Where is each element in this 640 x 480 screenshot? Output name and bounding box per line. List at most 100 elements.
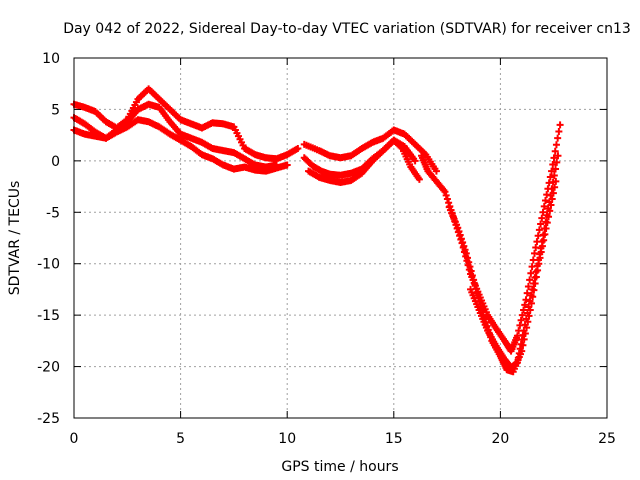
- chart-title: Day 042 of 2022, Sidereal Day-to-day VTE…: [63, 21, 631, 37]
- series-track-d: [300, 126, 440, 175]
- axis-ticks: [73, 57, 608, 419]
- x-tick-label: 10: [278, 431, 296, 447]
- data-point-sample: [540, 202, 548, 210]
- data-point: [283, 161, 291, 169]
- data-point-sample: [518, 311, 526, 319]
- data-point-sample: [517, 316, 525, 324]
- data-point-sample: [549, 178, 557, 186]
- y-tick-label: -10: [37, 257, 60, 273]
- data-point-sample: [522, 315, 530, 323]
- x-tick-label: 15: [385, 431, 403, 447]
- y-tick-label: 10: [42, 51, 60, 67]
- data-point-sample: [538, 214, 546, 222]
- data-point-sample: [457, 235, 465, 243]
- data-point: [548, 167, 556, 175]
- y-tick-label: -20: [37, 360, 60, 376]
- data-point-sample: [537, 220, 545, 228]
- data-point-sample: [536, 250, 544, 258]
- data-point: [537, 244, 545, 252]
- data-point-sample: [456, 231, 464, 239]
- data-point: [471, 280, 479, 288]
- data-point-sample: [468, 271, 476, 279]
- data-point-sample: [555, 127, 563, 135]
- data-point: [294, 145, 302, 153]
- y-axis-label: SDTVAR / TECUs: [7, 181, 23, 296]
- series-track-i: [467, 152, 562, 372]
- data-point-sample: [552, 141, 560, 149]
- x-tick-label: 20: [491, 431, 509, 447]
- data-point: [522, 296, 530, 304]
- x-axis-label: GPS time / hours: [281, 459, 398, 475]
- data-point-sample: [544, 205, 552, 213]
- data-point-sample: [547, 191, 555, 199]
- data-point-sample: [549, 161, 557, 169]
- data-points: [70, 85, 564, 376]
- data-point: [411, 157, 419, 165]
- data-point-sample: [459, 238, 467, 246]
- data-point-sample: [535, 226, 543, 234]
- data-point-sample: [470, 276, 478, 284]
- data-point: [432, 167, 440, 175]
- data-point-sample: [443, 195, 451, 203]
- data-point-sample: [533, 262, 541, 270]
- data-point-sample: [465, 258, 473, 266]
- x-tick-label: 25: [598, 431, 616, 447]
- data-point-sample: [552, 165, 560, 173]
- series-track-a: [70, 85, 302, 163]
- data-point-sample: [538, 238, 546, 246]
- data-point-sample: [525, 303, 533, 311]
- data-point-sample: [532, 268, 540, 276]
- data-point-sample: [455, 227, 463, 235]
- data-point-sample: [531, 274, 539, 282]
- data-point-sample: [524, 309, 532, 317]
- data-point: [462, 249, 470, 257]
- data-point-sample: [523, 289, 531, 297]
- data-point: [415, 175, 423, 183]
- data-point-sample: [551, 147, 559, 155]
- y-tick-label: -15: [37, 308, 60, 324]
- series-track-f: [305, 136, 419, 186]
- data-point-sample: [460, 242, 468, 250]
- data-point: [441, 188, 449, 196]
- data-point-sample: [553, 158, 561, 166]
- data-point-sample: [546, 173, 554, 181]
- data-point: [554, 152, 562, 160]
- series-track-c: [70, 116, 291, 175]
- data-point-sample: [524, 282, 532, 290]
- data-point-sample: [527, 269, 535, 277]
- data-point: [539, 208, 547, 216]
- tick-labels: 0 5 10 15 20 25 -25 -20 -15 -10 -5 0 5 10: [37, 51, 616, 447]
- x-tick-label: 5: [176, 431, 185, 447]
- y-tick-label: -25: [37, 411, 60, 427]
- data-point-sample: [520, 306, 528, 314]
- data-point-sample: [442, 191, 450, 199]
- data-point-sample: [466, 263, 474, 271]
- data-point-sample: [550, 172, 558, 180]
- data-point: [454, 224, 462, 232]
- data-point-sample: [464, 254, 472, 262]
- data-point-sample: [521, 321, 529, 329]
- data-point-sample: [548, 185, 556, 193]
- data-point-sample: [461, 246, 469, 254]
- y-tick-label: 5: [51, 102, 60, 118]
- data-point-sample: [543, 211, 551, 219]
- data-point-sample: [554, 134, 562, 142]
- y-tick-label: 0: [51, 154, 60, 170]
- data-point-sample: [521, 301, 529, 309]
- y-tick-label: -5: [46, 205, 60, 221]
- data-point-sample: [541, 197, 549, 205]
- data-point-sample: [530, 280, 538, 288]
- data-point-sample: [539, 231, 547, 239]
- data-point: [545, 198, 553, 206]
- plot-frame: [73, 57, 608, 419]
- x-tick-label: 0: [70, 431, 79, 447]
- data-point: [528, 285, 536, 293]
- data-point-sample: [467, 267, 475, 275]
- data-point-sample: [526, 297, 534, 305]
- data-point: [556, 121, 564, 129]
- data-point: [520, 327, 528, 335]
- data-point-sample: [550, 154, 558, 162]
- data-point-sample: [527, 291, 535, 299]
